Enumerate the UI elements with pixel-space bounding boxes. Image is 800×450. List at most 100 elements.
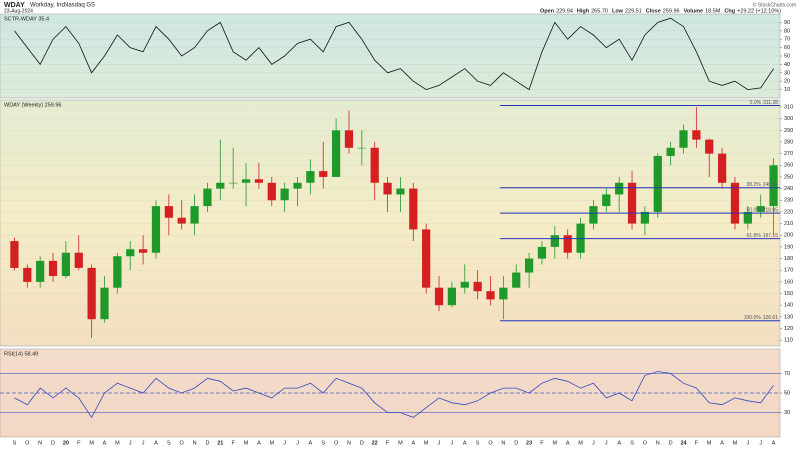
y-tick-label: 90	[784, 20, 790, 26]
x-tick-label: M	[398, 440, 403, 446]
candle-body	[306, 171, 315, 183]
x-tick-label: A	[309, 440, 313, 446]
y-tick-label: 260	[784, 163, 793, 169]
x-tick-label: M	[244, 440, 249, 446]
candle-body	[383, 182, 392, 195]
x-tick-label: J	[438, 440, 441, 446]
x-tick-label: M	[707, 440, 712, 446]
x-tick-label: F	[695, 440, 699, 446]
candle-body	[48, 260, 58, 277]
x-tick-label: D	[205, 440, 209, 446]
candle-body	[229, 182, 238, 184]
x-tick-label: D	[360, 440, 364, 446]
x-tick-label: O	[488, 440, 493, 446]
x-tick-label: A	[772, 440, 776, 446]
candle-body	[589, 206, 598, 224]
fib-value: 218.95	[763, 207, 779, 213]
y-tick-label: 70	[784, 37, 790, 43]
y-tick-label: 220	[784, 209, 793, 215]
candle-body	[216, 182, 225, 189]
symbol: WDAY	[4, 2, 25, 9]
x-tick-label: 24	[680, 440, 687, 446]
candle-body	[190, 206, 199, 224]
candle-body	[447, 287, 457, 306]
y-tick-label: 290	[784, 128, 793, 134]
y-tick-label: 160	[784, 279, 793, 285]
y-tick-label: 310	[784, 104, 793, 110]
candle-body	[524, 258, 534, 273]
x-tick-label: 20	[63, 440, 69, 446]
x-tick-label: A	[411, 440, 415, 446]
x-tick-label: S	[167, 440, 171, 446]
x-tick-label: M	[424, 440, 429, 446]
date: 23-Aug-2024	[4, 8, 33, 14]
company: Workday, Inc.	[30, 3, 66, 9]
y-tick-label: 170	[784, 268, 793, 274]
candle-body	[434, 287, 444, 306]
candle-body	[422, 229, 431, 288]
candle-body	[113, 256, 122, 288]
panel	[0, 99, 781, 347]
candle-body	[203, 188, 212, 207]
y-tick-label: 60	[784, 45, 790, 51]
stat-label: Low	[612, 8, 624, 14]
y-tick-label: 30	[784, 70, 790, 76]
stat-label: Chg	[724, 8, 735, 14]
candle-body	[370, 147, 379, 183]
candle-body	[164, 206, 173, 218]
x-tick-label: A	[720, 440, 724, 446]
candle-body	[280, 188, 289, 201]
candle-body	[717, 153, 727, 183]
x-tick-label: J	[283, 440, 286, 446]
y-tick-label: 20	[784, 79, 790, 85]
y-tick-label: 250	[784, 174, 793, 180]
x-tick-label: J	[759, 440, 762, 446]
x-tick-label: A	[463, 440, 467, 446]
line	[14, 371, 774, 419]
y-tick-label: 300	[784, 116, 793, 122]
candle-body	[177, 217, 186, 224]
x-tick-label: 21	[217, 440, 223, 446]
x-tick-label: A	[566, 440, 570, 446]
stat-value: 259.96	[663, 8, 680, 14]
y-tick-label: 120	[784, 326, 793, 332]
x-tick-label: M	[115, 440, 120, 446]
candle-body	[705, 139, 714, 154]
fib-value: 126.61	[763, 315, 779, 321]
candle-body	[396, 188, 405, 195]
x-tick-label: M	[269, 440, 274, 446]
candle-body	[357, 147, 366, 149]
x-tick-label: S	[321, 440, 325, 446]
candle-body	[23, 267, 32, 282]
x-tick-label: F	[77, 440, 81, 446]
fib-level: 50.0%	[747, 207, 762, 213]
candle-body	[640, 211, 650, 224]
fib-level: 0.0%	[750, 100, 762, 106]
candle-body	[319, 171, 328, 177]
x-tick-label: N	[347, 440, 351, 446]
fib-value: 311.28	[763, 100, 778, 106]
candle-body	[473, 281, 482, 292]
y-tick-label: 200	[784, 233, 793, 239]
y-tick-label: 280	[784, 139, 793, 145]
candle-body	[331, 130, 341, 177]
exchange: Nasdaq GS	[64, 3, 95, 9]
y-tick-label: 130	[784, 314, 793, 320]
candle-body	[627, 182, 637, 224]
candle-body	[344, 130, 354, 148]
candle-body	[512, 272, 521, 288]
y-tick-label: 110	[784, 338, 793, 344]
panel-title: SCTR-WDAY 35.4	[4, 16, 49, 22]
candle-body	[653, 155, 662, 212]
y-tick-label: 190	[784, 244, 793, 250]
x-tick-label: A	[257, 440, 261, 446]
candle-body	[499, 287, 508, 300]
x-tick-label: N	[38, 440, 42, 446]
fib-value: 197.15	[763, 233, 779, 239]
candle-body	[743, 211, 752, 224]
line	[14, 17, 774, 91]
credit: © StockCharts.com	[753, 1, 796, 8]
candle-body	[254, 179, 264, 183]
fib-level: 61.8%	[747, 233, 762, 239]
